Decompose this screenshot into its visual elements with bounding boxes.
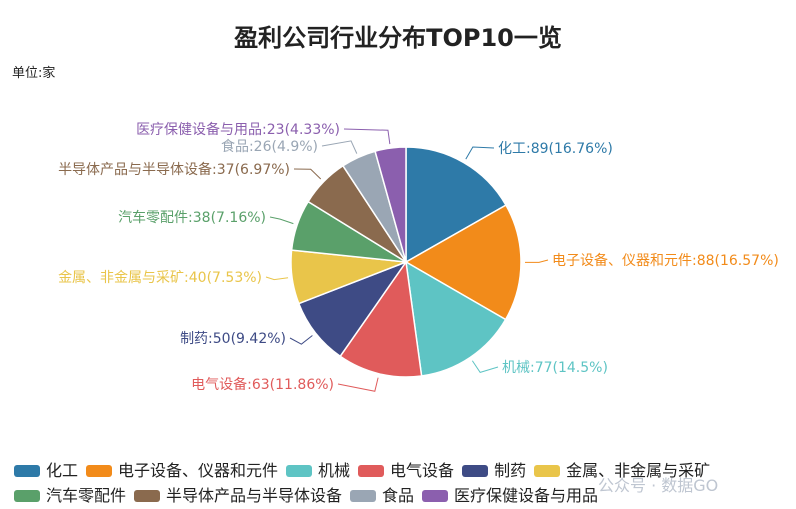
legend-label: 制药	[494, 461, 527, 480]
legend-row: 化工 电子设备、仪器和元件 机械 电气设备 制药 金属、非金属与采矿	[14, 458, 794, 483]
legend-item[interactable]: 制药	[462, 458, 526, 483]
legend-swatch	[134, 489, 161, 502]
leader-line	[265, 276, 289, 281]
legend-swatch	[534, 464, 561, 477]
slice-label: 食品:26(4.9%)	[221, 138, 318, 155]
legend-label: 电子设备、仪器和元件	[118, 461, 279, 480]
legend-label: 食品	[382, 486, 415, 505]
legend-label: 电气设备	[390, 461, 455, 480]
legend-swatch	[14, 489, 40, 502]
slice-label: 机械:77(14.5%)	[502, 360, 608, 376]
pie-slice	[405, 260, 507, 377]
legend-label: 金属、非金属与采矿	[566, 461, 711, 480]
pie-slice	[405, 146, 507, 264]
legend-label: 机械	[318, 461, 351, 480]
legend-swatch	[358, 464, 385, 477]
slice-label: 金属、非金属与采矿:40(7.53%)	[58, 270, 262, 286]
pie-chart: 化工:89(16.76%) 电子设备、仪器和元件:88(16.57%) 机械:77(…	[58, 121, 779, 393]
slice-label: 化工:89(16.76%)	[498, 141, 613, 157]
slice-label: 制药:50(9.42%)	[180, 331, 286, 347]
pie-slice	[404, 204, 522, 321]
slice-label: 汽车零配件:38(7.16%)	[118, 209, 266, 226]
leader-line	[321, 140, 358, 154]
watermark: 公众号 · 数据GO	[598, 476, 719, 495]
pie-slice	[374, 146, 407, 263]
slice-label: 医疗保健设备与用品:23(4.33%)	[136, 121, 340, 138]
legend-swatch	[422, 489, 449, 502]
legend-swatch	[350, 489, 377, 502]
legend-item[interactable]: 金属、非金属与采矿	[534, 458, 710, 483]
leader-line	[289, 335, 313, 345]
legend-swatch	[14, 464, 40, 477]
legend-item[interactable]: 半导体产品与半导体设备	[134, 483, 342, 508]
legend-label: 汽车零配件	[46, 486, 127, 505]
legend-item[interactable]: 医疗保健设备与用品	[422, 483, 598, 508]
leader-line	[343, 128, 391, 145]
legend-swatch	[86, 464, 113, 477]
leader-line	[471, 360, 499, 373]
legend-label: 医疗保健设备与用品	[454, 486, 599, 505]
slice-label: 半导体产品与半导体设备:37(6.97%)	[58, 161, 290, 178]
legend-item[interactable]: 汽车零配件	[14, 483, 126, 508]
leader-line	[524, 259, 549, 263]
pie-slice	[339, 259, 423, 378]
leader-line	[337, 377, 379, 392]
legend-item[interactable]: 化工	[14, 458, 78, 483]
legend-swatch	[286, 464, 313, 477]
leader-line	[293, 168, 322, 180]
legend-item[interactable]: 食品	[350, 483, 414, 508]
legend-label: 化工	[46, 461, 79, 480]
legend-item[interactable]: 电气设备	[358, 458, 454, 483]
legend-row: 汽车零配件 半导体产品与半导体设备 食品 医疗保健设备与用品	[14, 483, 794, 508]
legend-item[interactable]: 机械	[286, 458, 350, 483]
leader-line	[269, 216, 294, 225]
slice-label: 电子设备、仪器和元件:88(16.57%)	[552, 252, 779, 269]
unit-label: 单位:家	[12, 66, 56, 81]
slice-label: 电气设备:63(11.86%)	[191, 376, 334, 393]
leader-line	[465, 146, 495, 160]
legend-label: 半导体产品与半导体设备	[166, 486, 343, 505]
legend-item[interactable]: 电子设备、仪器和元件	[86, 458, 278, 483]
legend: 化工 电子设备、仪器和元件 机械 电气设备 制药 金属、非金属与采矿 汽车零配件 半导体产品…	[14, 458, 794, 508]
chart-title: 盈利公司行业分布TOP10一览	[234, 24, 562, 52]
legend-swatch	[462, 464, 489, 477]
